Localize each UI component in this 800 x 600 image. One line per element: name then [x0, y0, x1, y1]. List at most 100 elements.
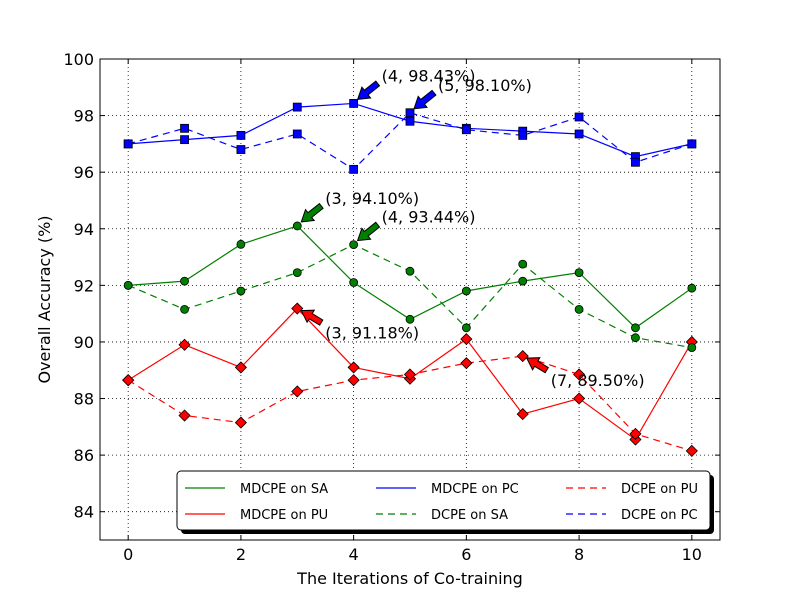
data-point: [180, 305, 189, 314]
annotation-arrow: [356, 80, 381, 100]
x-tick-label: 4: [349, 545, 359, 564]
series-line: [128, 112, 693, 171]
data-point: [122, 374, 135, 387]
data-point: [236, 145, 246, 154]
annotation: (4, 93.44%): [356, 208, 476, 242]
data-point: [518, 259, 528, 269]
data-point: [574, 305, 584, 314]
annotation: (7, 89.50%): [525, 357, 645, 390]
data-point: [516, 350, 529, 363]
data-point: [123, 139, 133, 149]
data-point: [518, 130, 528, 140]
data-point: [405, 266, 415, 276]
data-point: [461, 286, 471, 296]
annotation: (5, 98.10%): [413, 76, 532, 110]
x-axis-label: The Iterations of Co-training: [296, 569, 523, 588]
legend-item: MDCPE on PU: [185, 508, 328, 523]
x-tick-label: 6: [461, 545, 471, 564]
data-point: [461, 323, 471, 333]
data-point: [236, 130, 246, 140]
y-tick-label: 94: [74, 220, 94, 239]
series-dashed-5: [123, 108, 697, 174]
data-point: [292, 129, 302, 139]
data-point: [405, 314, 415, 324]
annotation-label: (7, 89.50%): [551, 371, 645, 390]
annotation-label: (5, 98.10%): [438, 76, 532, 95]
data-point: [573, 392, 586, 405]
annotation: (3, 94.10%): [300, 189, 419, 223]
data-point: [629, 427, 642, 440]
data-point: [349, 278, 359, 287]
data-point: [180, 135, 189, 145]
data-point: [236, 286, 246, 296]
annotation-arrow: [300, 309, 324, 326]
data-point: [292, 102, 302, 112]
y-tick-label: 90: [74, 333, 94, 352]
data-point: [573, 368, 586, 381]
data-point: [349, 164, 359, 174]
data-point: [123, 280, 133, 290]
data-point: [574, 112, 584, 122]
legend: MDCPE on SA MDCPE on PU MDCPE on PC DCPE on…: [176, 470, 714, 534]
data-point: [631, 157, 640, 167]
data-point: [405, 116, 415, 126]
x-tick-label: 8: [574, 545, 584, 564]
data-point: [292, 268, 302, 278]
data-point: [687, 283, 697, 293]
data-point: [234, 416, 247, 429]
legend-box: [176, 470, 711, 531]
data-point: [516, 408, 529, 421]
ticks: 0 2 4 6 8 10 84 86 88 90 92 94 96 98 100: [63, 50, 720, 564]
annotations: (4, 98.43%)(5, 98.10%) (3, 94.10%)(4, 93.…: [300, 66, 645, 390]
data-point: [460, 357, 473, 370]
legend-label: MDCPE on SA: [240, 482, 328, 497]
data-point: [291, 302, 304, 315]
y-axis-label: Overall Accuracy (%): [35, 215, 54, 383]
data-point: [291, 385, 304, 398]
legend-item: MDCPE on PC: [376, 482, 519, 497]
data-point: [461, 125, 471, 135]
legend-item: DCPE on PU: [566, 482, 698, 497]
data-point: [349, 240, 359, 250]
data-point: [236, 239, 246, 249]
legend-item: DCPE on PC: [566, 508, 698, 523]
data-point: [685, 444, 698, 457]
annotation-label: (3, 94.10%): [325, 189, 419, 208]
data-point: [574, 268, 584, 278]
legend-label: DCPE on PC: [621, 508, 698, 523]
data-point: [518, 276, 528, 286]
data-point: [349, 99, 359, 108]
data-point: [687, 343, 697, 353]
series-dashed-3: [123, 240, 697, 353]
data-point: [292, 221, 302, 231]
y-tick-label: 88: [74, 390, 94, 409]
series-dashed-4: [122, 350, 698, 457]
x-tick-label: 0: [123, 545, 133, 564]
x-tick-label: 10: [682, 545, 702, 564]
data-point: [405, 108, 415, 118]
data-point: [180, 276, 189, 286]
annotation-label: (4, 93.44%): [382, 208, 476, 227]
data-point: [631, 333, 640, 343]
annotation-arrow: [300, 202, 324, 223]
annotation-arrow: [356, 221, 381, 242]
legend-label: DCPE on PU: [621, 482, 698, 497]
data-point: [178, 409, 191, 422]
legend-item: MDCPE on SA: [185, 482, 328, 497]
annotation-arrow: [413, 89, 437, 110]
plot-frame: [99, 58, 721, 541]
data-point: [687, 139, 697, 149]
data-point: [460, 333, 473, 346]
annotation: (3, 91.18%): [300, 309, 419, 343]
annotation-label: (4, 98.43%): [382, 66, 476, 85]
legend-label: DCPE on SA: [431, 508, 508, 523]
legend-label: MDCPE on PC: [431, 482, 519, 497]
data-point: [347, 361, 360, 374]
y-tick-label: 96: [74, 163, 94, 182]
series-layer: [122, 99, 698, 457]
y-tick-label: 98: [74, 107, 94, 126]
x-tick-label: 2: [236, 545, 246, 564]
y-tick-label: 84: [74, 503, 94, 522]
data-point: [403, 368, 417, 381]
